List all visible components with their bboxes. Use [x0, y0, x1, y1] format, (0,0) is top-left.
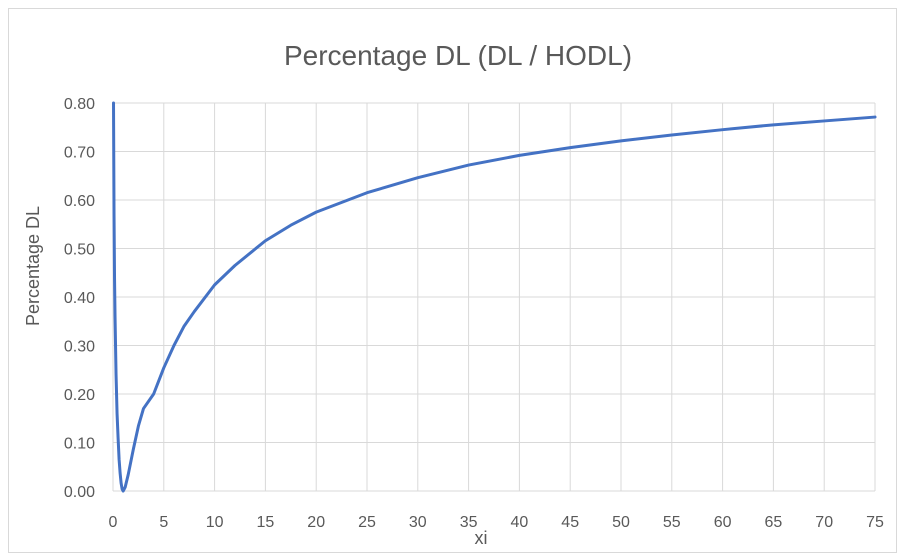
y-tick-label: 0.30 — [64, 339, 95, 356]
chart-area: Percentage DL (DL / HODL) 0.00 0.10 0.20 0.… — [8, 8, 897, 553]
x-tick-label: 25 — [358, 514, 376, 531]
x-tick-label: 0 — [109, 514, 118, 531]
x-tick-label: 50 — [612, 514, 630, 531]
x-tick-label: 55 — [663, 514, 681, 531]
gridlines — [112, 102, 876, 492]
x-tick-label: 35 — [460, 514, 478, 531]
x-tick-label: 5 — [159, 514, 168, 531]
y-tick-label: 0.50 — [64, 242, 95, 259]
x-axis-title: xi — [475, 528, 488, 548]
y-tick-label: 0.10 — [64, 436, 95, 453]
x-tick-label: 30 — [409, 514, 427, 531]
y-tick-label: 0.20 — [64, 387, 95, 404]
y-axis-title: Percentage DL — [23, 206, 43, 326]
x-tick-label: 65 — [765, 514, 783, 531]
y-tick-label: 0.70 — [64, 145, 95, 162]
x-axis-ticks: 0 5 10 15 20 25 30 35 40 45 50 55 60 65 70 75 — [109, 514, 884, 531]
y-tick-label: 0.40 — [64, 290, 95, 307]
chart-svg: Percentage DL (DL / HODL) 0.000.100.200.… — [23, 40, 884, 548]
x-tick-label: 45 — [561, 514, 579, 531]
series-line — [112, 101, 877, 493]
y-tick-label: 0.00 — [64, 484, 95, 501]
y-tick-label: 0.80 — [64, 96, 95, 113]
x-tick-label: 60 — [714, 514, 732, 531]
x-tick-label: 15 — [257, 514, 275, 531]
x-tick-label: 70 — [815, 514, 833, 531]
y-tick-label: 0.60 — [64, 193, 95, 210]
x-tick-label: 20 — [307, 514, 325, 531]
x-tick-label: 10 — [206, 514, 224, 531]
x-tick-label: 40 — [511, 514, 529, 531]
y-axis-ticks: 0.00 0.10 0.20 0.30 0.40 0.50 0.60 0.70 0.80 — [64, 96, 95, 501]
x-tick-label: 75 — [866, 514, 884, 531]
chart-title: Percentage DL (DL / HODL) — [284, 40, 632, 71]
